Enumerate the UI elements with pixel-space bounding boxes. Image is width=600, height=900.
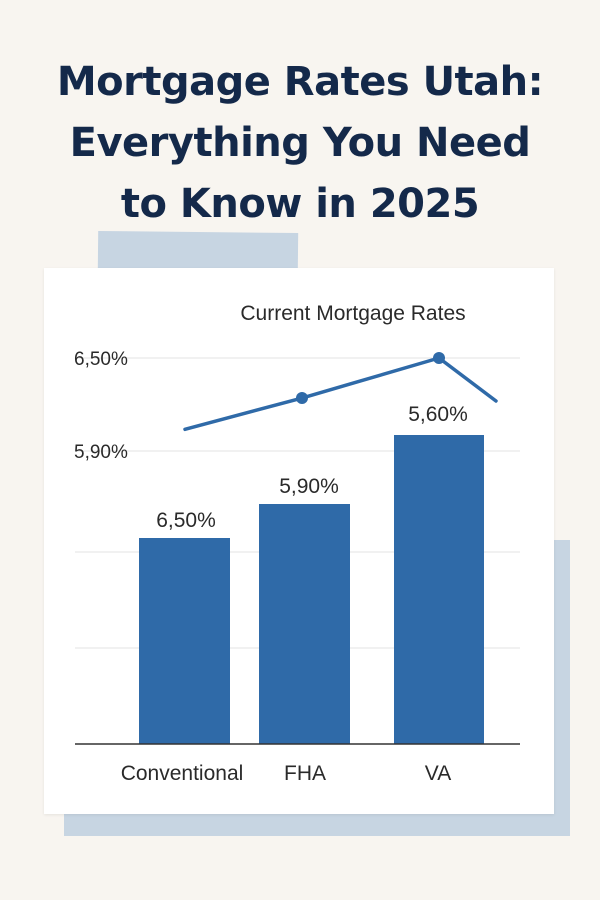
y-tick-label: 6,50% [74,349,128,370]
bar-va [394,435,484,744]
trend-point [296,392,308,405]
trend-line-group [183,352,498,432]
x-tick-label: VA [425,762,451,785]
headline-line-2: Everything You Need [69,120,531,166]
data-label: 5,90% [279,475,339,498]
y-tick-label: 5,90% [74,442,128,463]
decorative-tape-right [552,540,570,836]
data-label: 6,50% [156,509,216,532]
bar-conventional [139,538,230,744]
bars [139,435,484,744]
x-tick-label: Conventional [121,762,244,785]
data-labels: 6,50% 5,90% 5,60% [156,403,468,532]
bar-fha [259,504,350,744]
x-tick-label: FHA [284,762,326,785]
headline-line-3: to Know in 2025 [120,181,480,227]
y-axis-ticks: 6,50% 5,90% [74,349,128,463]
trend-line [183,356,498,432]
headline-line-1: Mortgage Rates Utah: [56,59,544,105]
data-label: 5,60% [408,403,468,426]
x-axis-categories: Conventional FHA VA [121,762,452,785]
trend-point [433,352,445,364]
chart-title: Current Mortgage Rates [240,302,465,325]
headline: Mortgage Rates Utah: Everything You Need… [0,52,600,235]
